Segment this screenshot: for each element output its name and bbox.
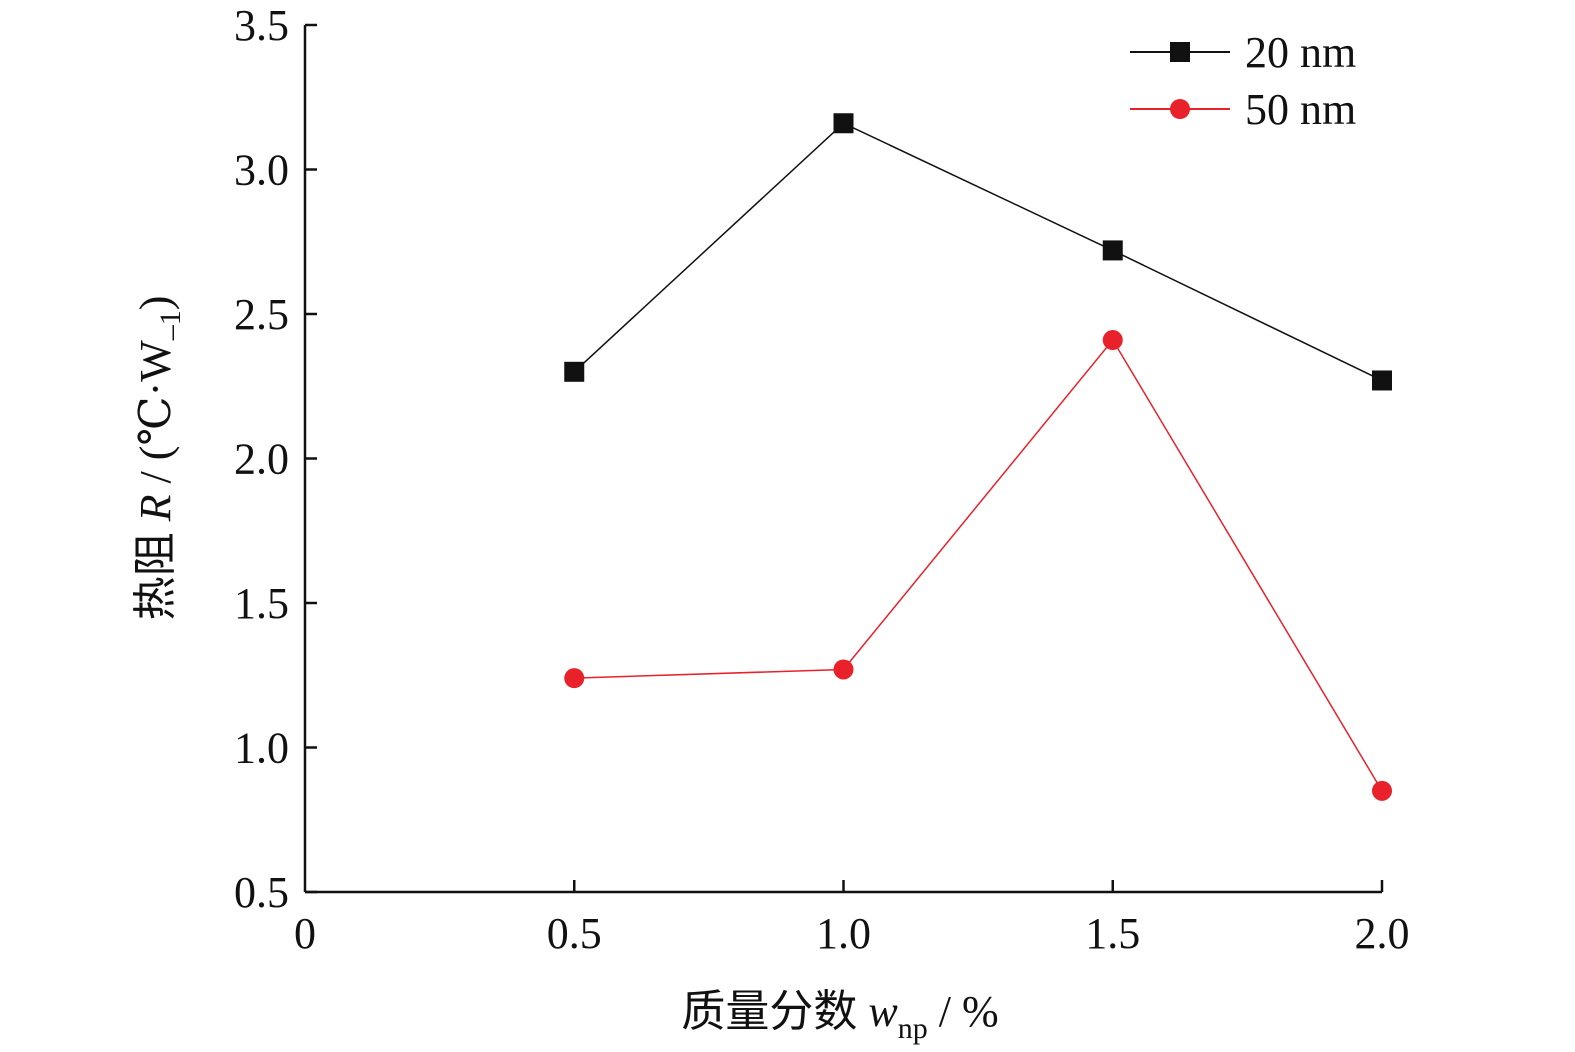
x-tick-label: 0 [294,909,316,958]
series-1 [564,330,1392,801]
data-point [1102,330,1123,351]
legend-label: 20 nm [1245,28,1356,77]
axes [303,25,1382,894]
data-point [1372,370,1392,391]
y-tick-label: 0.5 [234,868,289,917]
x-tick-label: 2.0 [1355,909,1410,958]
x-tick-label: 0.5 [547,909,602,958]
y-ticks: 0.5 1.0 1.5 2.0 2.5 3.0 3.5 [234,1,317,917]
legend-marker [1170,42,1190,62]
series-0 [564,113,1392,391]
x-axis-title-unit: / % [928,987,999,1036]
y-axis-title-unit: / (℃·W [131,340,180,495]
y-tick-label: 2.5 [234,290,289,339]
x-tick-label: 1.0 [816,909,871,958]
data-point [564,668,585,689]
y-tick-label: 3.0 [234,146,289,195]
x-ticks: 0 0.5 1.0 1.5 2.0 [294,880,1410,958]
series-layer [564,113,1392,801]
y-axis-title-close: ) [131,296,180,311]
data-point [1372,780,1392,801]
y-axis-title: 热阻 R / (℃·W–1) [131,296,187,621]
legend-label: 50 nm [1245,85,1356,134]
x-axis-title: 质量分数 wnp / % [681,987,998,1045]
y-axis-title-sup: –1 [154,310,187,341]
y-tick-label: 1.5 [234,579,289,628]
data-point [564,361,585,382]
data-point [1102,240,1123,261]
x-tick-label: 1.5 [1085,909,1140,958]
y-axis-title-var: R [131,494,180,522]
series-line [574,338,1383,792]
data-point [833,113,854,134]
x-axis-title-main: 质量分数 [681,987,868,1036]
x-axis-title-sub: np [898,1012,928,1045]
y-tick-label: 3.5 [234,1,289,50]
legend: 20 nm 50 nm [1130,28,1356,134]
legend-marker [1170,99,1190,119]
y-tick-label: 2.0 [234,435,289,484]
x-axis-title-var: w [868,987,898,1036]
series-line [573,122,1383,382]
y-tick-label: 1.0 [234,724,289,773]
data-point [833,659,854,680]
y-axis-title-main: 热阻 [131,521,180,620]
